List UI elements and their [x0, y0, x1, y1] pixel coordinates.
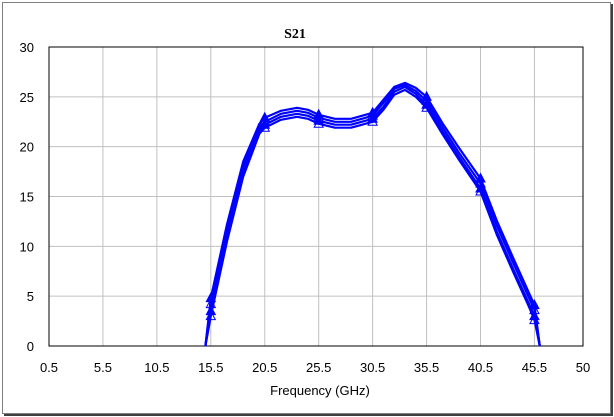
triangle-marker — [313, 117, 325, 128]
x-tick-label: 40.5 — [468, 360, 493, 375]
marker-layer — [205, 90, 540, 325]
x-tick-label: 20.5 — [252, 360, 277, 375]
x-tick-label: 25.5 — [306, 360, 331, 375]
triangle-marker — [529, 314, 540, 325]
x-tick-label: 5.5 — [94, 360, 112, 375]
triangle-marker — [259, 121, 271, 132]
y-tick-label: 15 — [20, 190, 34, 205]
x-tick-label: 10.5 — [144, 360, 169, 375]
x-axis-label: Frequency (GHz) — [270, 383, 370, 398]
y-tick-label: 20 — [20, 140, 34, 155]
y-tick-label: 10 — [20, 239, 34, 254]
x-axis-ticks: 0.5 5.5 10.5 15.5 20.5 25.5 30.5 35.5 40.5 45.5 50 — [40, 360, 590, 375]
triangle-marker — [529, 304, 540, 315]
triangle-marker — [475, 172, 486, 183]
triangle-marker — [259, 111, 271, 122]
s21-series-line — [204, 88, 541, 347]
triangle-marker — [475, 185, 486, 196]
plot-area — [48, 46, 584, 347]
y-tick-label: 5 — [27, 289, 34, 304]
y-tick-label: 0 — [27, 339, 34, 354]
x-tick-label: 15.5 — [198, 360, 223, 375]
s21-chart: 0.5 5.5 10.5 15.5 20.5 25.5 30.5 35.5 40.5 45.5 50… — [20, 27, 591, 398]
s21-series-line — [204, 81, 541, 347]
triangle-marker — [205, 292, 217, 303]
triangle-marker — [205, 298, 217, 309]
y-tick-label: 25 — [20, 90, 34, 105]
triangle-marker — [205, 310, 217, 321]
s21-series-line — [204, 83, 541, 347]
series-layer — [204, 81, 541, 347]
grid-lines — [49, 47, 583, 346]
x-tick-label: 0.5 — [40, 360, 58, 375]
x-tick-label: 35.5 — [414, 360, 439, 375]
triangle-marker — [421, 101, 432, 112]
y-tick-label: 30 — [20, 40, 34, 55]
x-tick-label: 45.5 — [522, 360, 547, 375]
chart-frame: 0.5 5.5 10.5 15.5 20.5 25.5 30.5 35.5 40.5 45.5 50… — [2, 2, 611, 414]
y-axis-ticks: 0 5 10 15 20 25 30 — [20, 40, 34, 354]
triangle-marker — [367, 115, 378, 126]
chart-title: S21 — [284, 27, 306, 42]
triangle-marker — [529, 299, 540, 310]
x-tick-label: 30.5 — [360, 360, 385, 375]
triangle-marker — [421, 90, 432, 101]
x-tick-label: 50 — [576, 360, 590, 375]
